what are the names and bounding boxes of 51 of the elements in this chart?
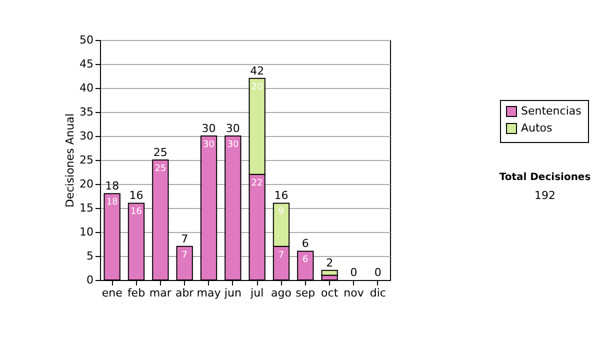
data-label: 22 xyxy=(251,178,263,188)
x-tick-label: ene xyxy=(102,286,123,300)
data-label: 7 xyxy=(182,250,188,260)
data-label: 20 xyxy=(251,82,264,92)
x-tick-label: sep xyxy=(296,286,316,300)
total-label: 42 xyxy=(250,64,264,78)
x-tick-label: nov xyxy=(344,286,364,300)
data-label: 30 xyxy=(227,140,239,150)
data-label: 18 xyxy=(106,198,118,208)
total-label: 30 xyxy=(202,122,216,135)
data-label: 6 xyxy=(302,255,309,266)
y-axis-title: Decisiones Anual xyxy=(64,113,77,208)
total-label: 30 xyxy=(226,122,240,135)
text: Total Decisiones xyxy=(499,172,591,183)
total-label: 25 xyxy=(153,146,168,159)
text: 192 xyxy=(534,189,556,202)
total-label: 6 xyxy=(302,237,309,250)
x-tick-label: ago xyxy=(271,286,292,300)
y-tick-label: 30 xyxy=(80,130,94,142)
y-tick-label: 20 xyxy=(80,178,94,190)
x-tick-label: may xyxy=(196,286,222,300)
y-tick-label: 15 xyxy=(80,202,94,214)
y-tick-label: 5 xyxy=(86,250,94,262)
legend-label: Autos xyxy=(521,122,553,134)
x-tick-label: abr xyxy=(175,286,194,300)
total-label: 0 xyxy=(350,266,358,279)
y-tick-label: 0 xyxy=(86,274,94,286)
x-tick-label: jun xyxy=(223,286,242,300)
total-label: 16 xyxy=(129,189,144,202)
x-tick-label: feb xyxy=(127,286,146,300)
y-tick-label: 35 xyxy=(80,106,94,118)
total-label: 0 xyxy=(374,266,382,279)
data-label: 16 xyxy=(130,207,142,218)
data-label: 9 xyxy=(278,207,284,218)
data-label: 30 xyxy=(203,140,215,150)
data-label: 7 xyxy=(278,250,284,260)
total-label: 2 xyxy=(326,256,334,270)
total-label: 18 xyxy=(105,180,120,193)
legend-label: Sentencias xyxy=(521,104,582,118)
total-label: 7 xyxy=(181,232,188,246)
y-tick-label: 45 xyxy=(80,58,94,70)
x-tick-label: mar xyxy=(149,286,172,300)
x-tick-label: oct xyxy=(321,286,339,300)
y-tick-label: 10 xyxy=(80,226,94,238)
y-tick-label: 40 xyxy=(80,82,94,94)
data-label: 25 xyxy=(154,164,166,174)
y-tick-label: 50 xyxy=(80,34,94,46)
x-tick-label: jul xyxy=(250,286,264,300)
total-label: 16 xyxy=(274,189,288,202)
y-tick-label: 25 xyxy=(80,154,94,166)
x-tick-label: dic xyxy=(370,286,386,300)
